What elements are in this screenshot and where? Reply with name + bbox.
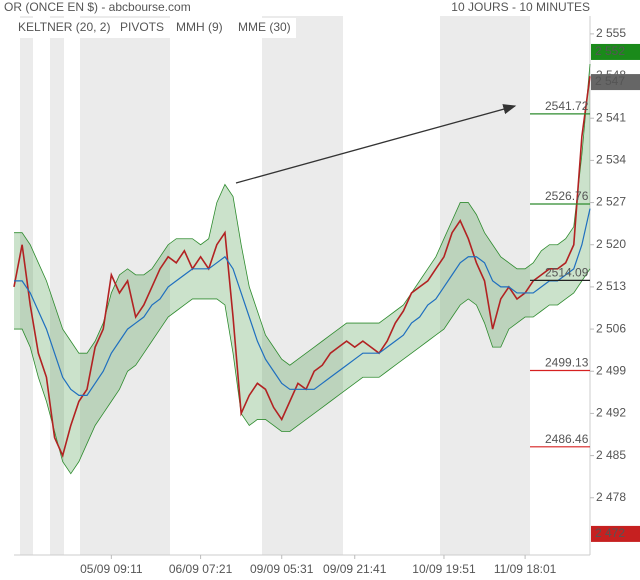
header-title: OR (ONCE EN $) - abcbourse.com <box>4 0 191 14</box>
legend-entry: KELTNER (20, 2) <box>18 20 110 34</box>
x-tick-label: 05/09 09:11 <box>80 562 143 576</box>
pivot-label: 2486.46 <box>545 432 589 446</box>
y-tick-label: 2 527 <box>596 195 626 209</box>
legend-entry: MMH (9) <box>176 20 223 34</box>
y-tick-label: 2 492 <box>596 406 626 420</box>
price-badge <box>591 74 640 91</box>
y-tick-label: 2 541 <box>596 110 626 124</box>
annotation-arrow <box>235 104 517 184</box>
y-tick-label: 2 534 <box>596 153 626 167</box>
pivot-label: 2499.13 <box>545 356 589 370</box>
x-tick-label: 09/09 21:41 <box>323 562 387 576</box>
mme-line <box>14 208 591 396</box>
y-tick-label: 2 520 <box>596 237 626 251</box>
price-badge-label: 2 472 <box>595 526 625 540</box>
y-tick-label: 2 555 <box>596 26 626 40</box>
pivot-label: 2541.72 <box>545 99 589 113</box>
price-badge <box>591 43 640 60</box>
y-tick-label: 2 485 <box>596 448 626 462</box>
price-badge-label: 2 552 <box>595 44 625 58</box>
price-badge <box>591 525 640 542</box>
x-tick-label: 06/09 07:21 <box>169 562 233 576</box>
x-tick-label: 10/09 19:51 <box>412 562 476 576</box>
legend-entry: PIVOTS <box>120 20 164 34</box>
pivot-label: 2514.09 <box>545 266 589 280</box>
legend-bg <box>14 18 296 38</box>
legend-entry: MME (30) <box>238 20 291 34</box>
keltner-lower <box>14 268 591 475</box>
session-band <box>50 14 64 555</box>
header-period: 10 JOURS - 10 MINUTES <box>451 0 590 14</box>
session-band <box>20 14 33 555</box>
price-line <box>13 75 591 458</box>
plot: 2541.72 2526.76 2514.09 2499.13 2486.46 <box>13 63 591 475</box>
y-tick-label: 2 499 <box>596 363 626 377</box>
keltner-fill <box>14 64 590 474</box>
x-tick-label: 11/09 18:01 <box>494 562 557 576</box>
y-tick-label: 2 506 <box>596 321 626 335</box>
pivot-label: 2526.76 <box>545 189 589 203</box>
session-band <box>262 14 343 555</box>
header-bg <box>0 0 640 16</box>
y-tick-label: 2 513 <box>596 279 626 293</box>
price-badge-label: 2 547 <box>595 74 625 88</box>
y-tick-label: 2 478 <box>596 490 626 504</box>
x-tick-label: 09/09 05:31 <box>250 562 314 576</box>
sessions <box>20 14 530 555</box>
keltner-upper <box>14 63 591 366</box>
